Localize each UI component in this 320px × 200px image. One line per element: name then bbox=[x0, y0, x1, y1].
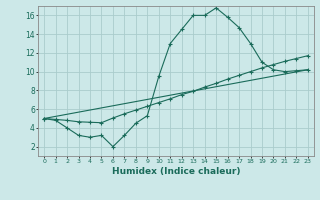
X-axis label: Humidex (Indice chaleur): Humidex (Indice chaleur) bbox=[112, 167, 240, 176]
